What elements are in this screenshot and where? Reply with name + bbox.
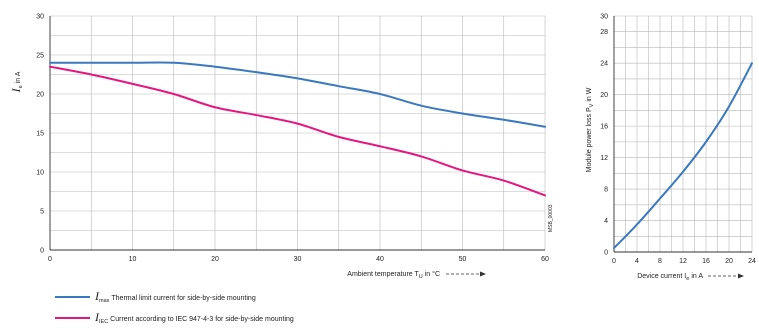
temperature-derating-chart: 0 10 20 30 40 50 60 0 5 10 15 20 25 30 Iein A Ambient…	[9, 14, 554, 281]
side-code: MSB_00003	[548, 204, 554, 232]
right-grid	[613, 15, 753, 253]
x-tick-label: 20	[725, 258, 733, 265]
x-tick-label: 0	[48, 256, 52, 263]
y-tick-label: 28	[600, 29, 608, 36]
legend: Imax Thermal limit current for side-by-si…	[55, 289, 294, 325]
x-tick-label: 50	[459, 256, 467, 263]
right-tick-labels: 0 4 8 12 16 20 24 0 4 8 12 16 20 24 28 30	[600, 14, 756, 266]
right-axes	[613, 16, 752, 253]
left-grid	[49, 15, 546, 251]
y-tick-label: 0	[40, 248, 44, 255]
y-tick-label: 8	[604, 187, 608, 194]
legend-entry-iec: IIEC Current according to IEC 947-4-3 for…	[55, 310, 294, 325]
y-tick-label: 25	[36, 53, 44, 60]
legend-label-thermal: Imax Thermal limit current for side-by-si…	[94, 289, 256, 304]
y-tick-label: 30	[600, 14, 608, 21]
y-tick-label: 0	[604, 250, 608, 257]
x-tick-label: 60	[541, 256, 549, 263]
series-line-thermal	[49, 61, 546, 128]
x-tick-label: 16	[702, 258, 710, 265]
left-x-axis-label: Ambient temperature TU in °C	[347, 270, 440, 280]
x-tick-label: 8	[658, 258, 662, 265]
y-tick-label: 20	[36, 92, 44, 99]
y-tick-label: 10	[36, 170, 44, 177]
x-tick-label: 30	[294, 256, 302, 263]
series-line-iec	[49, 65, 546, 197]
right-y-axis-label: Module power loss PVin W	[586, 87, 595, 172]
left-x-axis-arrow	[446, 271, 486, 277]
right-x-axis-arrow	[708, 273, 744, 279]
y-tick-label: 5	[40, 209, 44, 216]
left-axes	[49, 16, 545, 251]
x-tick-label: 10	[129, 256, 137, 263]
y-tick-label: 4	[604, 218, 608, 225]
legend-entry-thermal: Imax Thermal limit current for side-by-si…	[55, 289, 256, 304]
y-tick-label: 30	[36, 14, 44, 21]
x-tick-label: 0	[612, 258, 616, 265]
legend-label-iec: IIEC Current according to IEC 947-4-3 for…	[94, 310, 294, 325]
x-tick-label: 40	[376, 256, 384, 263]
left-series	[49, 61, 546, 197]
y-tick-label: 24	[600, 61, 608, 68]
series-line-loss	[613, 62, 753, 250]
y-tick-label: 20	[600, 92, 608, 99]
left-y-axis-label: Iein A	[9, 71, 24, 93]
y-tick-label: 15	[36, 131, 44, 138]
y-tick-label: 12	[600, 155, 608, 162]
right-series	[613, 62, 753, 250]
left-tick-labels: 0 10 20 30 40 50 60 0 5 10 15 20 25 30	[36, 14, 549, 264]
y-tick-label: 16	[600, 124, 608, 131]
right-x-axis-label: Device current Ie in A	[637, 273, 703, 282]
power-loss-chart: 0 4 8 12 16 20 24 0 4 8 12 16 20 24 28 30 Module power …	[586, 14, 756, 283]
x-tick-label: 4	[635, 258, 639, 265]
x-tick-label: 24	[748, 258, 756, 265]
x-tick-label: 20	[211, 256, 219, 263]
x-tick-label: 12	[679, 258, 687, 265]
